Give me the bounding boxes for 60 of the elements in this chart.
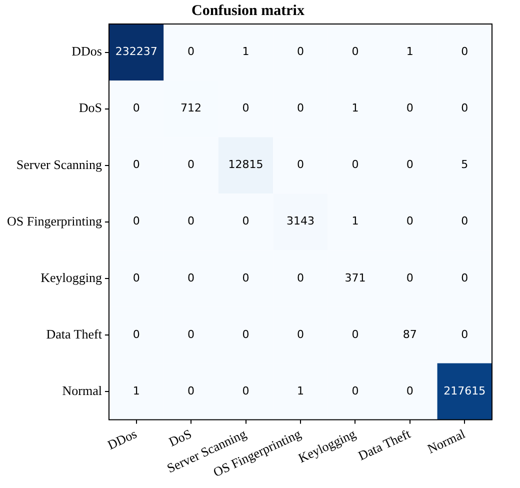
data-label: 0 <box>406 384 414 398</box>
data-label: 5 <box>461 158 468 172</box>
data-label: 0 <box>296 271 304 284</box>
data-label: 0 <box>296 328 304 341</box>
data-label: 0 <box>242 271 250 284</box>
data-label: 0 <box>242 328 250 341</box>
data-label: 0 <box>188 384 195 398</box>
data-label: 0 <box>406 158 414 172</box>
data-label: 0 <box>352 384 359 398</box>
data-label: 0 <box>461 214 468 228</box>
data-label: 217615 <box>444 384 486 398</box>
data-label: 0 <box>132 158 140 172</box>
data-label: 712 <box>180 102 202 115</box>
data-label: 0 <box>132 328 140 341</box>
data-label: 0 <box>188 271 195 284</box>
data-label: 87 <box>402 328 417 341</box>
data-label: 0 <box>132 271 140 284</box>
data-label: 12815 <box>228 158 264 172</box>
chart-title: Confusion matrix <box>192 2 305 19</box>
data-label: 0 <box>296 102 304 115</box>
data-label: 0 <box>296 158 304 172</box>
y-tick-label: Normal <box>62 382 102 398</box>
data-label: 0 <box>132 102 140 115</box>
data-label: 0 <box>461 102 468 115</box>
y-tick-label: DDos <box>72 44 102 59</box>
x-tick-label: Data Theft <box>356 426 413 464</box>
data-label: 0 <box>406 214 414 228</box>
data-label: 0 <box>461 328 468 341</box>
y-tick-label: Server Scanning <box>16 156 102 172</box>
y-tick-label: DoS <box>78 100 102 116</box>
data-label: 0 <box>242 102 250 115</box>
data-label: 0 <box>406 102 414 115</box>
data-label: 3143 <box>286 214 314 228</box>
data-label: 1 <box>132 384 140 398</box>
data-label: 1 <box>296 384 304 398</box>
data-label: 1 <box>242 45 250 58</box>
data-label: 0 <box>461 45 468 58</box>
data-label: 0 <box>242 384 250 398</box>
data-label: 371 <box>344 271 366 284</box>
data-label: 1 <box>352 214 359 228</box>
data-label: 0 <box>188 214 195 228</box>
data-label: 232237 <box>115 45 158 58</box>
y-tick-label: Keylogging <box>40 270 102 285</box>
data-label: 0 <box>188 45 195 58</box>
data-label: 0 <box>188 158 195 172</box>
y-tick-label: Data Theft <box>46 326 102 342</box>
data-label: 0 <box>296 45 304 58</box>
data-label: 0 <box>188 328 195 341</box>
data-label: 0 <box>352 158 359 172</box>
data-label: 1 <box>406 45 414 58</box>
data-label: 0 <box>352 328 359 341</box>
data-label: 0 <box>132 214 140 228</box>
data-label: 0 <box>461 271 468 284</box>
data-label: 0 <box>352 45 359 58</box>
data-label: 0 <box>406 271 414 284</box>
x-tick-label: DDos <box>105 426 140 452</box>
x-tick-label: DoS <box>166 426 194 450</box>
data-label: 0 <box>242 214 250 228</box>
data-label: 1 <box>352 102 359 115</box>
y-tick-label: OS Fingerprinting <box>6 213 102 228</box>
